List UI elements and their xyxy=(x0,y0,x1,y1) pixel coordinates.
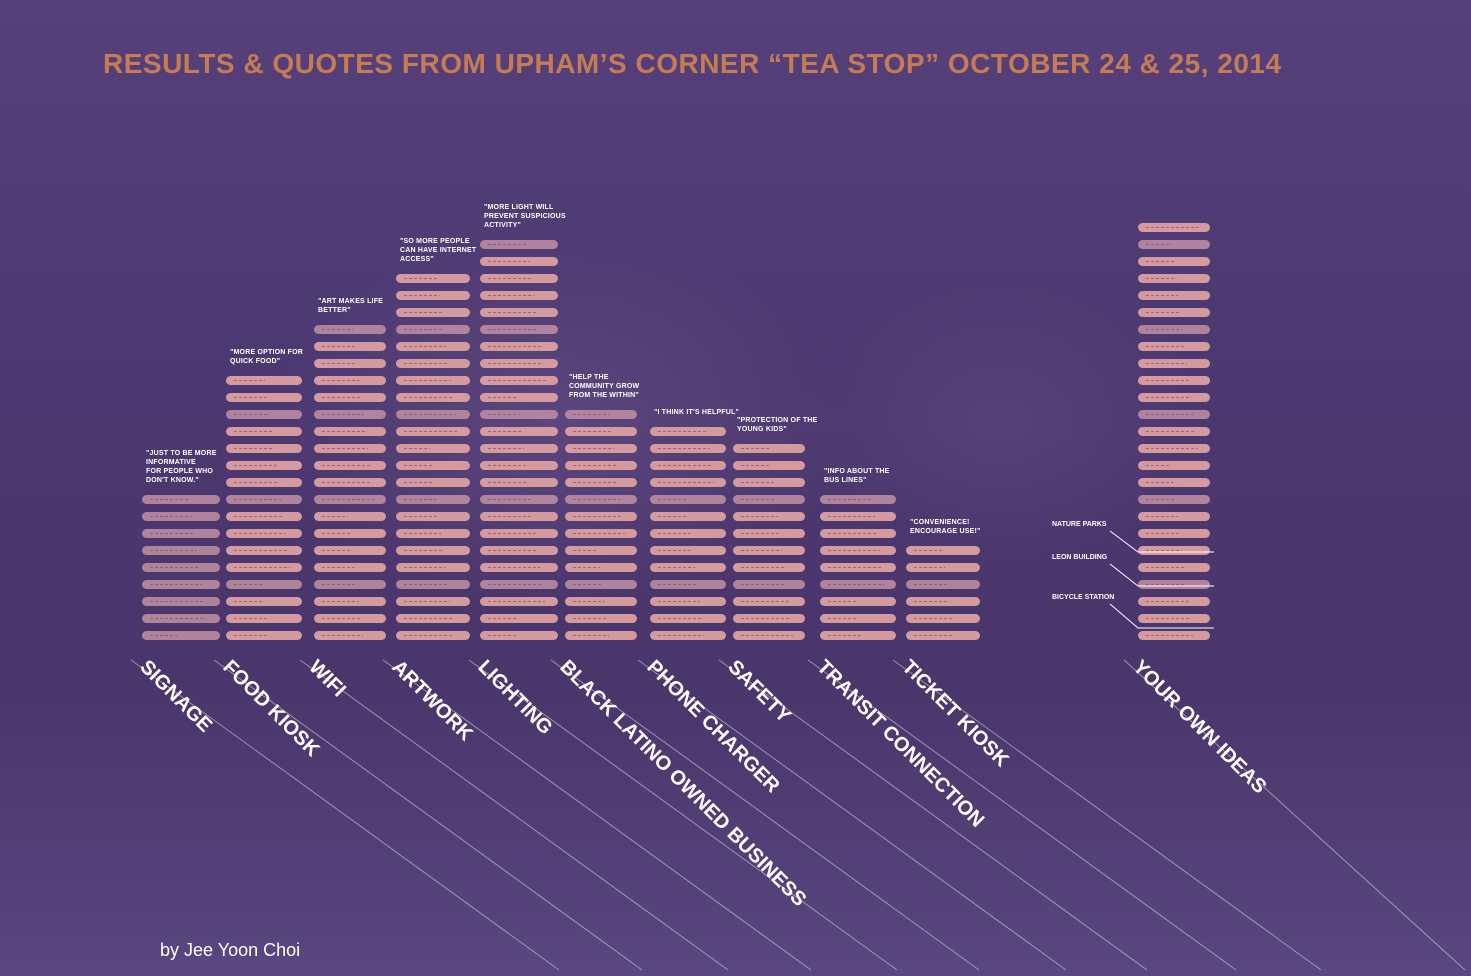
stick-your-own-ideas-24 xyxy=(1138,240,1210,249)
guide-line-wifi xyxy=(299,659,729,971)
guide-line-your-own-ideas xyxy=(1123,659,1466,971)
quote-safety: "PROTECTION OF THE YOUNG KIDS" xyxy=(737,417,818,433)
quote-black-latino-owned-business: "HELP THE COMMUNITY GROW FROM THE WITHIN… xyxy=(569,374,640,399)
category-label-text-lighting: LIGHTING xyxy=(473,656,556,739)
quote-artwork: "SO MORE PEOPLE CAN HAVE INTERNET ACCESS… xyxy=(400,238,477,263)
stick-transit-connection-3 xyxy=(820,597,896,606)
guide-line-transit-connection xyxy=(807,659,1237,971)
guide-line-lighting xyxy=(468,659,898,971)
category-label-text-wifi: WIFI xyxy=(304,656,349,701)
guide-line-artwork xyxy=(382,659,812,971)
quote-phone-charger: "I THINK IT'S HELPFUL" xyxy=(654,409,740,416)
guide-line-phone-charger xyxy=(637,659,1067,971)
guide-line-black-latino-owned-business xyxy=(550,659,980,971)
stick-ticket-kiosk-1 xyxy=(906,631,980,640)
stick-artwork-17 xyxy=(396,359,470,368)
stick-ticket-kiosk-3 xyxy=(906,597,980,606)
stick-artwork-12 xyxy=(396,444,470,453)
stick-artwork-13 xyxy=(396,427,470,436)
stick-artwork-21 xyxy=(396,291,470,300)
annotation-pointer-nature-parks xyxy=(1109,530,1214,553)
stick-ticket-kiosk-5 xyxy=(906,563,980,572)
stick-artwork-5 xyxy=(396,563,470,572)
quote-wifi: "ART MAKES LIFE BETTER" xyxy=(318,298,384,314)
stick-black-latino-owned-business-5 xyxy=(565,563,637,572)
stick-artwork-2 xyxy=(396,614,470,623)
stick-artwork-7 xyxy=(396,529,470,538)
stick-artwork-6 xyxy=(396,546,470,555)
stick-ticket-kiosk-6 xyxy=(906,546,980,555)
stick-artwork-10 xyxy=(396,478,470,487)
annotation-pointer-leon-building xyxy=(1109,563,1214,587)
category-label-text-signage: SIGNAGE xyxy=(135,656,216,737)
stick-artwork-14 xyxy=(396,410,470,419)
stick-artwork-15 xyxy=(396,393,470,402)
stick-artwork-3 xyxy=(396,597,470,606)
quote-signage: "JUST TO BE MORE INFORMATIVE FOR PEOPLE … xyxy=(146,450,217,484)
author-credit: by Jee Yoon Choi xyxy=(160,940,301,960)
stick-artwork-9 xyxy=(396,495,470,504)
stick-ticket-kiosk-4 xyxy=(906,580,980,589)
quote-lighting: "MORE LIGHT WILL PREVENT SUSPICIOUS ACTI… xyxy=(484,204,566,229)
quote-transit-connection: "INFO ABOUT THE BUS LINES" xyxy=(824,468,890,484)
stick-food-kiosk-4 xyxy=(226,580,302,589)
quote-food-kiosk: "MORE OPTION FOR QUICK FOOD" xyxy=(230,349,304,365)
quote-ticket-kiosk: "CONVENIENCE! ENCOURAGE USE!" xyxy=(910,519,981,535)
category-label-your-own-ideas: YOUR OWN IDEAS xyxy=(1123,656,1466,971)
stick-artwork-22 xyxy=(396,274,470,283)
stick-signage-1 xyxy=(142,631,220,640)
category-label-text-artwork: ARTWORK xyxy=(387,656,477,746)
stick-your-own-ideas-10 xyxy=(1138,478,1210,487)
stick-wifi-8 xyxy=(314,512,386,521)
category-label-text-your-own-ideas: YOUR OWN IDEAS xyxy=(1128,656,1270,798)
stick-ticket-kiosk-2 xyxy=(906,614,980,623)
stick-artwork-4 xyxy=(396,580,470,589)
annotation-pointer-bicycle-station xyxy=(1109,603,1214,629)
stick-phone-charger-9 xyxy=(650,495,726,504)
guide-line-signage xyxy=(130,659,560,971)
annotation-nature-parks: NATURE PARKS xyxy=(1052,521,1107,528)
stick-artwork-19 xyxy=(396,325,470,334)
stick-your-own-ideas-11 xyxy=(1138,461,1210,470)
stick-lighting-15 xyxy=(480,393,558,402)
annotation-leon-building: LEON BUILDING xyxy=(1052,554,1108,561)
stick-lighting-2 xyxy=(480,614,558,623)
stick-artwork-11 xyxy=(396,461,470,470)
category-label-text-safety: SAFETY xyxy=(723,656,795,728)
stick-black-latino-owned-business-6 xyxy=(565,546,637,555)
guide-line-safety xyxy=(718,659,1148,971)
category-label-signage: SIGNAGE xyxy=(130,656,560,971)
stick-artwork-18 xyxy=(396,342,470,351)
stick-artwork-1 xyxy=(396,631,470,640)
page-title: RESULTS & QUOTES FROM UPHAM’S CORNER “TE… xyxy=(103,48,1282,79)
stick-artwork-8 xyxy=(396,512,470,521)
stick-artwork-20 xyxy=(396,308,470,317)
annotation-bicycle-station: BICYCLE STATION xyxy=(1052,594,1115,601)
guide-line-ticket-kiosk xyxy=(892,659,1322,971)
stick-artwork-16 xyxy=(396,376,470,385)
stick-lighting-1 xyxy=(480,631,558,640)
guide-line-food-kiosk xyxy=(213,659,643,971)
